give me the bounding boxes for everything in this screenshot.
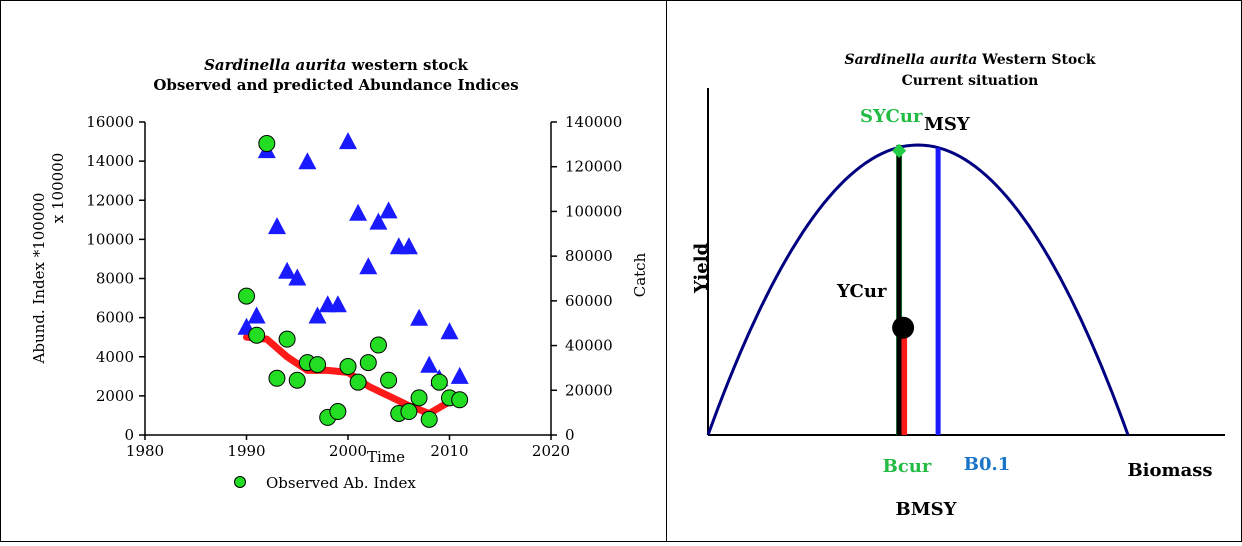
- legend-observed-label: Observed Ab. Index: [266, 474, 416, 492]
- observed-point: [339, 358, 357, 376]
- left-chart-subtitle: Observed and predicted Abundance Indices: [153, 76, 518, 94]
- left-tick-label: 16000: [86, 113, 134, 131]
- right-title-species: Sardinella aurita: [844, 52, 977, 68]
- catch-point: [450, 366, 469, 384]
- legend-observed-marker: [234, 476, 246, 488]
- catch-point: [410, 308, 429, 326]
- right-tick-label: 40000: [565, 337, 613, 355]
- observed-point: [248, 326, 266, 344]
- production-curve: [706, 143, 1130, 436]
- observed-point: [349, 373, 367, 391]
- catch-point: [359, 257, 378, 275]
- catch-point: [349, 203, 368, 221]
- right-axis-ticks: 0 20000 40000 60000 80000 100000 120000 140000: [551, 113, 622, 444]
- observed-point: [238, 287, 255, 305]
- x-tick-label: 2000: [329, 442, 367, 460]
- right-title-stock: Western Stock: [977, 52, 1095, 68]
- x-tick-label: 1990: [227, 442, 265, 460]
- b01-label: B0.1: [964, 454, 1011, 475]
- left-y-axis-label: Abund. Index *100000: [30, 193, 48, 365]
- left-tick-label: 12000: [86, 191, 134, 209]
- x-axis-ticks: 1980 1990 2000 2010 2020: [126, 435, 570, 460]
- left-chart-title: Sardinella aurita western stock: [204, 56, 468, 74]
- right-tick-label: 0: [565, 426, 575, 444]
- observed-point: [451, 391, 469, 409]
- catch-point: [440, 322, 459, 340]
- x-axis-label: Time: [367, 448, 405, 466]
- left-y-axis-multiplier: x 100000: [49, 153, 67, 224]
- left-title-stock: western stock: [346, 56, 468, 74]
- catch-point: [369, 212, 388, 230]
- catch-point: [278, 261, 297, 279]
- abundance-chart: Sardinella aurita western stock Observed…: [30, 56, 649, 492]
- catch-point: [298, 152, 317, 170]
- observed-point: [268, 369, 286, 387]
- observed-point: [359, 354, 377, 372]
- right-tick-label: 100000: [565, 202, 622, 220]
- right-chart-title: Sardinella aurita Western Stock: [844, 52, 1095, 68]
- yield-axis-label: Yield: [691, 242, 712, 294]
- right-y-axis-label: Catch: [631, 252, 649, 297]
- x-tick-label: 1980: [126, 442, 164, 460]
- observed-point: [400, 403, 418, 421]
- catch-point: [268, 217, 286, 235]
- catch-point: [379, 201, 398, 219]
- bcur-label: Bcur: [883, 456, 932, 477]
- catch-point: [247, 306, 266, 324]
- ycur-point-marker: [892, 316, 915, 339]
- catch-point: [308, 306, 327, 324]
- msy-label: MSY: [924, 114, 971, 135]
- observed-point: [369, 336, 387, 354]
- left-tick-label: 8000: [96, 270, 134, 288]
- right-tick-label: 120000: [565, 158, 622, 176]
- observed-point: [288, 371, 306, 389]
- left-title-species: Sardinella aurita: [204, 56, 346, 74]
- observed-point: [309, 356, 327, 374]
- observed-point: [380, 371, 398, 389]
- observed-point: [258, 135, 276, 153]
- observed-point: [430, 373, 448, 391]
- catch-point: [288, 268, 307, 286]
- left-tick-label: 6000: [96, 309, 134, 327]
- observed-point: [278, 330, 296, 348]
- observed-markers: [238, 135, 469, 428]
- sycur-label: SYCur: [860, 106, 923, 127]
- yield-biomass-chart: Sardinella aurita Western Stock Current …: [691, 52, 1225, 520]
- right-tick-label: 60000: [565, 292, 613, 310]
- ycur-label: YCur: [836, 281, 887, 302]
- right-chart-subtitle: Current situation: [902, 73, 1039, 89]
- right-tick-label: 20000: [565, 381, 613, 399]
- bmsy-label: BMSY: [896, 499, 958, 520]
- left-tick-label: 14000: [86, 152, 134, 170]
- observed-point: [410, 389, 428, 407]
- observed-point: [420, 410, 438, 428]
- left-tick-label: 0: [124, 426, 134, 444]
- catch-point: [328, 295, 347, 313]
- right-tick-label: 140000: [565, 113, 622, 131]
- left-tick-label: 2000: [96, 387, 134, 405]
- observed-point: [329, 403, 347, 421]
- catch-point: [339, 132, 357, 150]
- right-tick-label: 80000: [565, 247, 613, 265]
- catch-point: [420, 355, 439, 373]
- sycur-diamond-marker: [892, 143, 907, 158]
- x-tick-label: 2010: [430, 442, 468, 460]
- biomass-axis-label: Biomass: [1127, 460, 1212, 481]
- left-axis-ticks: 0 2000 4000 6000 8000 10000 12000 14000 16000: [86, 113, 145, 444]
- x-tick-label: 2020: [532, 442, 570, 460]
- catch-point: [399, 237, 418, 255]
- left-tick-label: 10000: [86, 230, 134, 248]
- left-tick-label: 4000: [96, 348, 134, 366]
